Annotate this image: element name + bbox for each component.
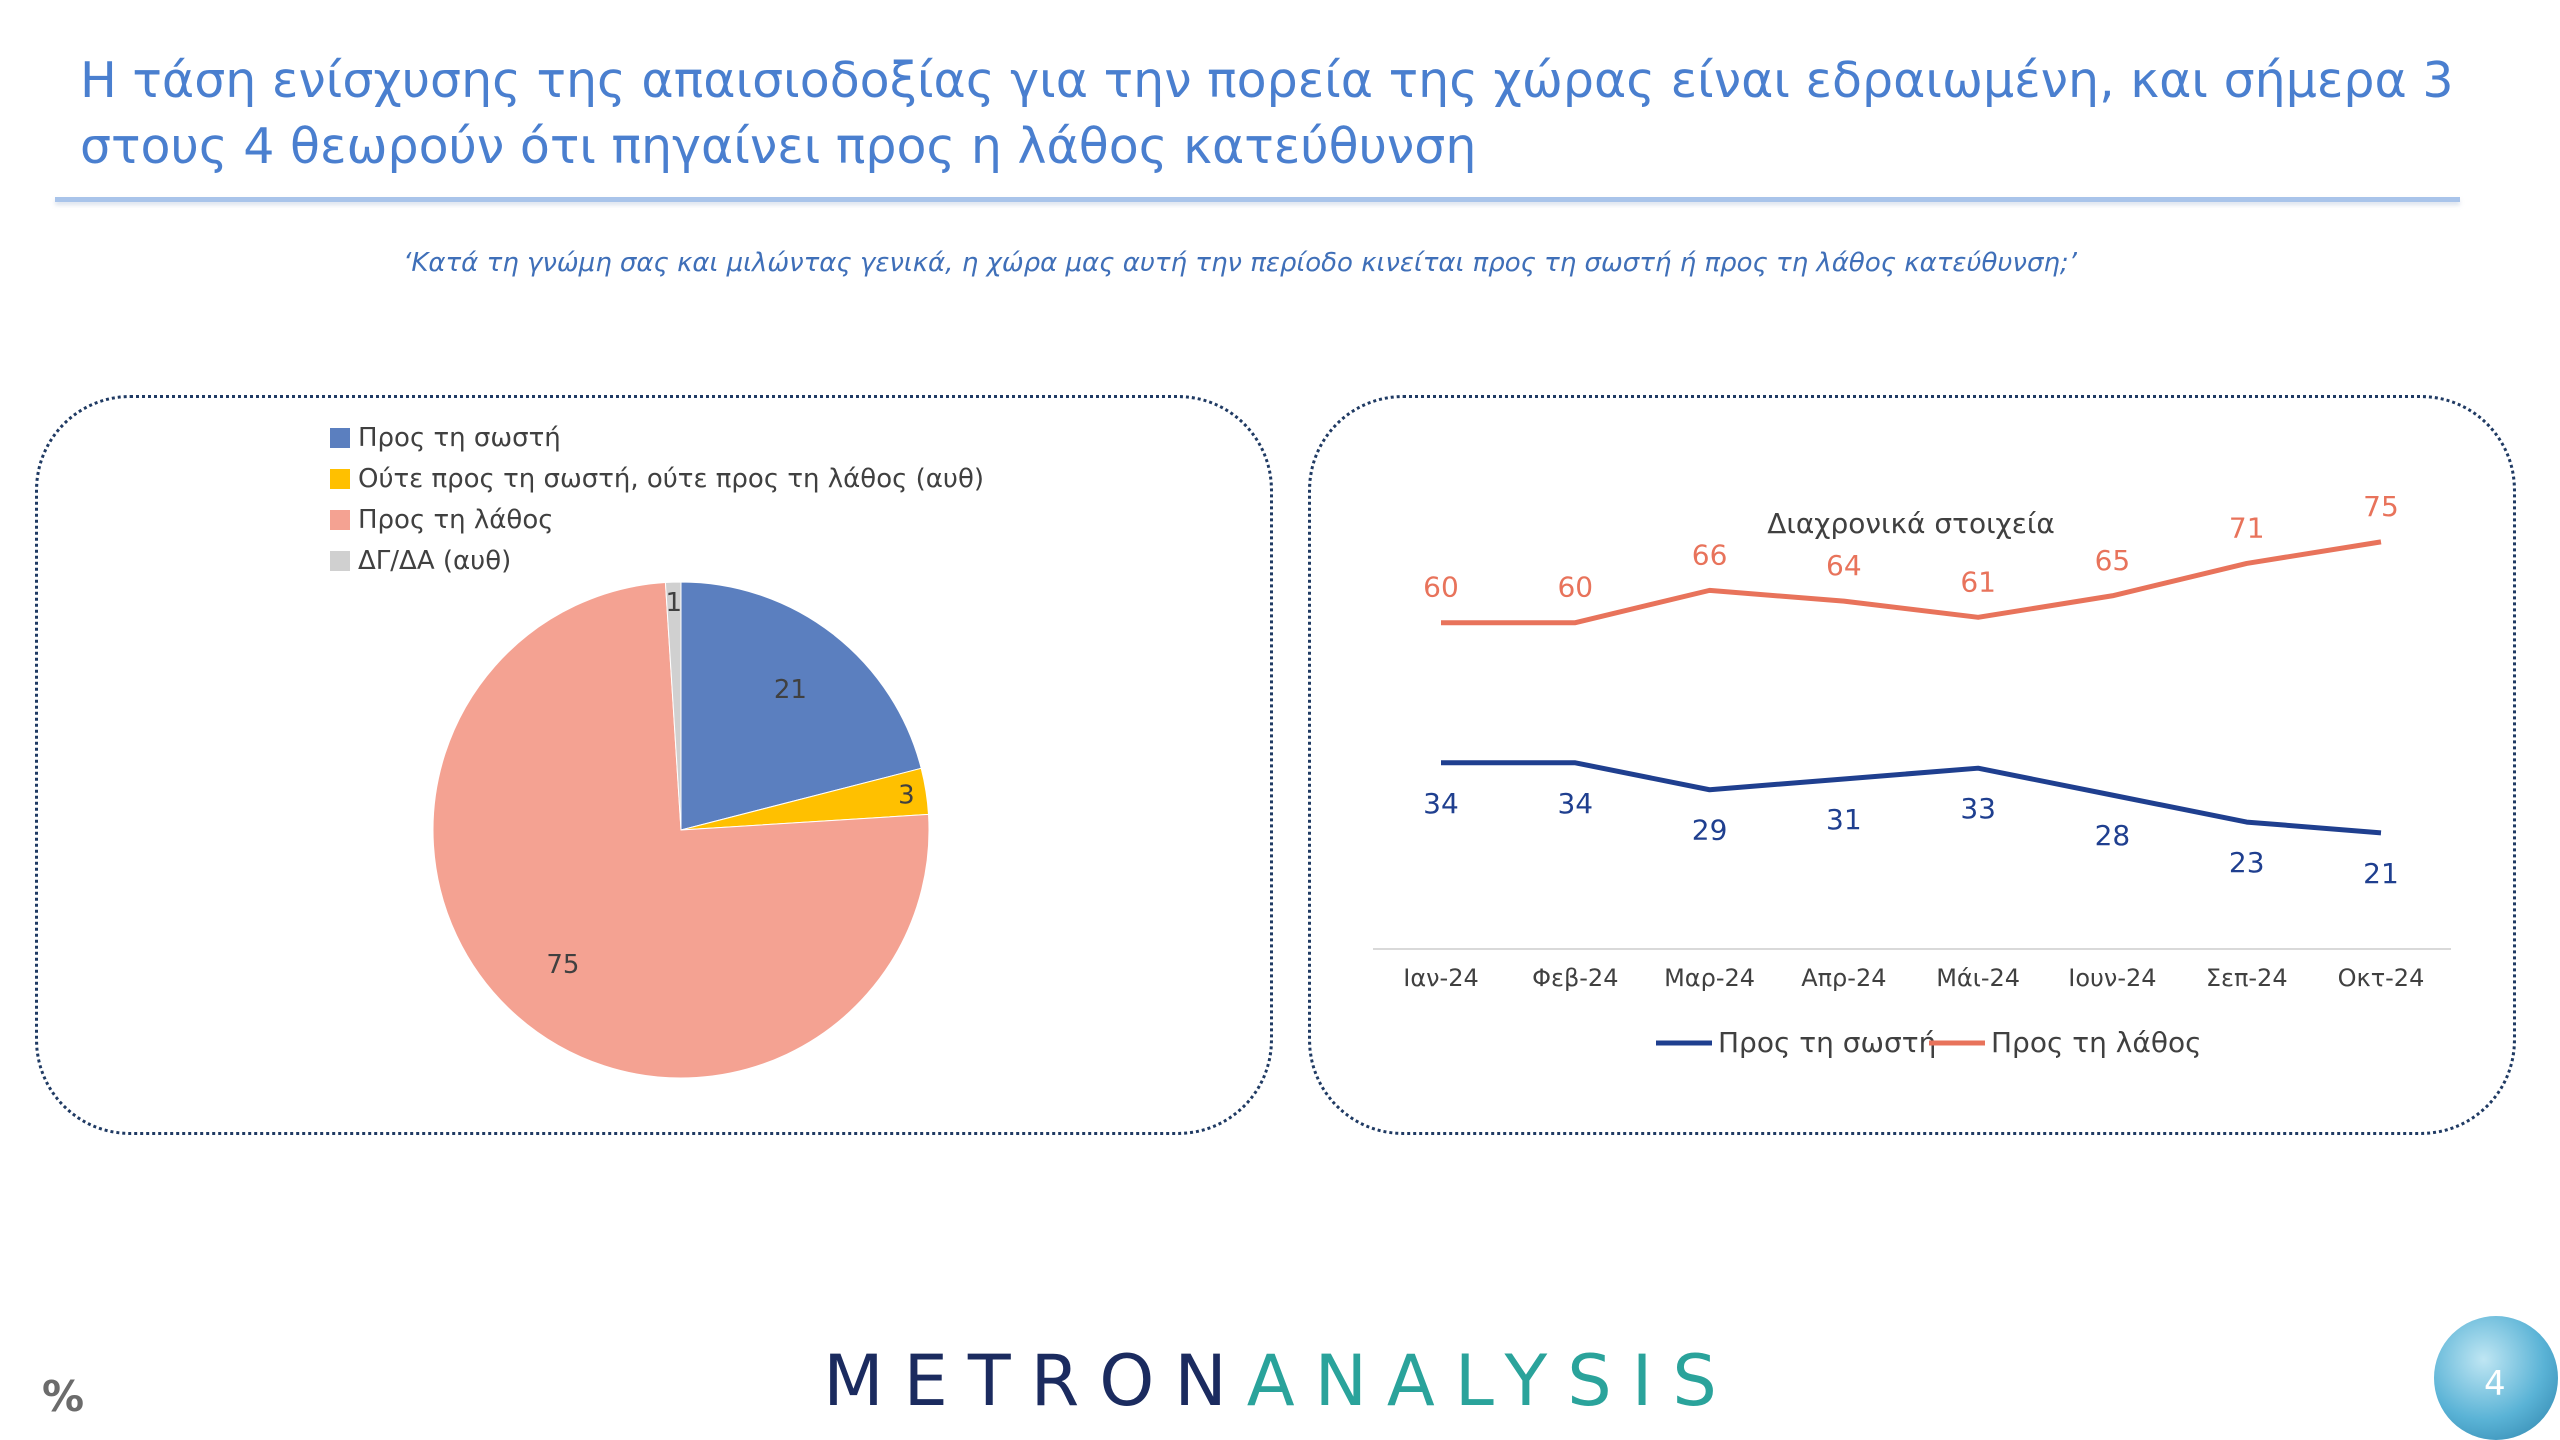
pie-slice [680, 581, 922, 831]
line-data-label: 33 [1960, 792, 1996, 825]
page-number: 4 [2484, 1364, 2506, 1404]
x-tick-label: Απρ-24 [1801, 964, 1886, 992]
line-chart: Διαχρονικά στοιχεία Ιαν-24 Φεβ-24 Μαρ-24 Απρ… [1373, 490, 2451, 1059]
x-tick-label: Ιαν-24 [1403, 964, 1479, 992]
series-line [1441, 539, 2382, 626]
legend-swatch [330, 551, 350, 571]
legend-swatch [330, 510, 350, 530]
legend-label: Ούτε προς τη σωστή, ούτε προς τη λάθος (… [358, 464, 984, 494]
legend-label: Προς τη λάθος [358, 505, 553, 535]
legend-swatch [330, 469, 350, 489]
line-data-label: 65 [2095, 544, 2131, 577]
legend-label: Προς τη λάθος [1991, 1026, 2202, 1059]
line-data-label: 66 [1692, 538, 1728, 571]
pie-slice [432, 581, 930, 1079]
line-data-label: 31 [1826, 803, 1862, 836]
pie-data-label: 1 [666, 588, 683, 618]
legend-label: Προς τη σωστή [358, 423, 561, 453]
x-tick-label: Σεπ-24 [2206, 964, 2288, 992]
legend-swatch [330, 428, 350, 448]
page-title: Η τάση ενίσχυσης της απαισιοδοξίας για τ… [80, 52, 2454, 175]
pie-data-label: 3 [898, 780, 915, 810]
title-divider [55, 197, 2460, 202]
line-chart-panel: Διαχρονικά στοιχεία Ιαν-24 Φεβ-24 Μαρ-24 Απρ… [1308, 395, 2516, 1135]
pie-chart: Προς τη σωστή Ούτε προς τη σωστή, ούτε πρ… [330, 423, 984, 1079]
x-tick-label: Οκτ-24 [2338, 964, 2425, 992]
x-tick-label: Μαρ-24 [1664, 964, 1755, 992]
line-data-label: 60 [1557, 571, 1593, 604]
series-line [1441, 760, 2382, 836]
line-data-label: 23 [2229, 846, 2265, 879]
pie-data-label: 21 [774, 675, 807, 705]
line-data-label: 71 [2229, 511, 2265, 544]
page-badge-icon [2434, 1316, 2558, 1440]
line-data-label: 29 [1692, 814, 1728, 847]
line-data-label: 28 [2095, 819, 2131, 852]
unit-label: % [42, 1372, 85, 1421]
line-data-label: 60 [1423, 571, 1459, 604]
brand-logo: METRONANALYSIS [0, 1340, 2560, 1422]
pie-data-label: 75 [546, 950, 579, 980]
legend-label: ΔΓ/ΔΑ (αυθ) [358, 546, 511, 576]
x-tick-label: Ιουν-24 [2068, 964, 2156, 992]
line-data-label: 75 [2363, 490, 2399, 523]
logo-text-analysis: ANALYSIS [1246, 1340, 1737, 1422]
logo-text-metron: METRON [823, 1340, 1247, 1422]
legend-label: Προς τη σωστή [1718, 1026, 1936, 1059]
line-data-label: 21 [2363, 857, 2399, 890]
x-tick-label: Μάι-24 [1936, 964, 2020, 992]
line-data-label: 64 [1826, 549, 1862, 582]
line-data-label: 34 [1423, 787, 1459, 820]
survey-question: ‘Κατά τη γνώμη σας και μιλώντας γενικά, … [403, 248, 2077, 278]
chart-title: Διαχρονικά στοιχεία [1767, 507, 2055, 540]
pie-chart-panel: Προς τη σωστή Ούτε προς τη σωστή, ούτε πρ… [35, 395, 1273, 1135]
line-data-label: 61 [1960, 565, 1996, 598]
line-data-label: 34 [1557, 787, 1593, 820]
x-tick-label: Φεβ-24 [1532, 964, 1618, 992]
pie-slice [664, 581, 682, 831]
